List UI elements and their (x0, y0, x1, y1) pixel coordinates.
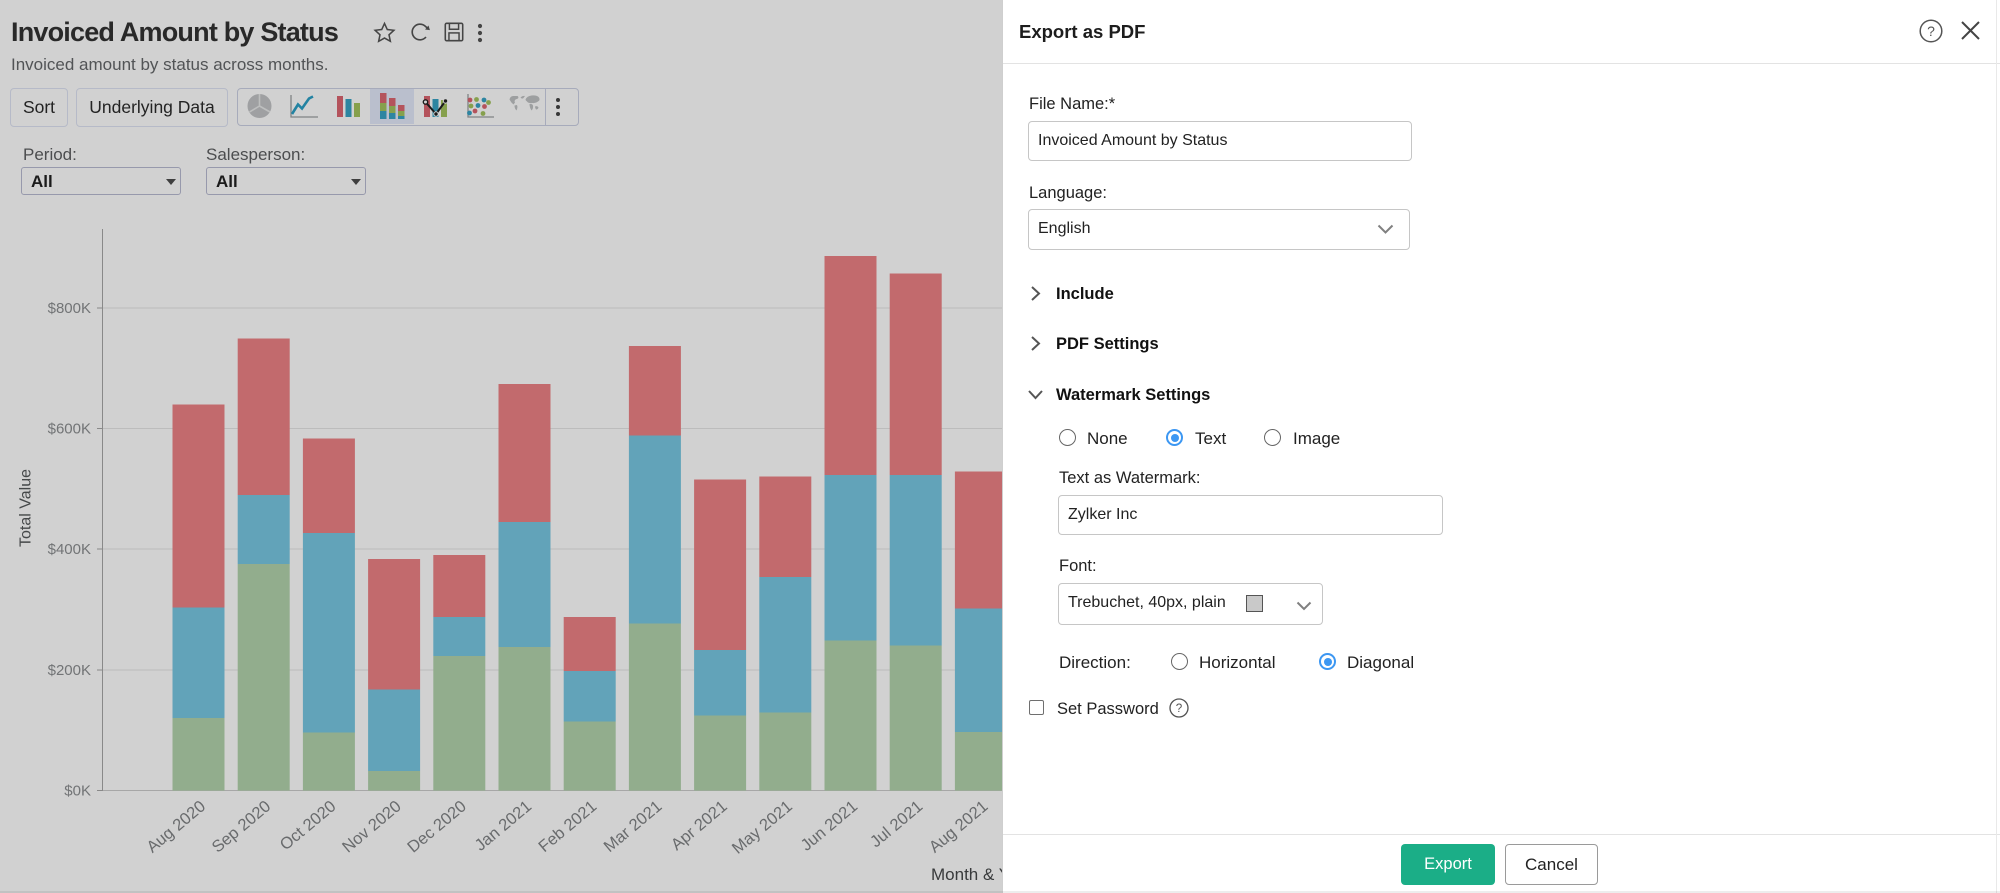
svg-text:$200K: $200K (48, 662, 91, 679)
svg-text:Month & Year: Month & Year (931, 865, 1010, 884)
svg-text:$0K: $0K (64, 783, 91, 800)
svg-text:$600K: $600K (48, 421, 91, 438)
svg-text:$800K: $800K (48, 300, 91, 317)
svg-text:$400K: $400K (48, 541, 91, 558)
svg-text:?: ? (1927, 23, 1935, 39)
svg-text:?: ? (1176, 702, 1183, 715)
svg-text:Total Value: Total Value (18, 469, 35, 547)
